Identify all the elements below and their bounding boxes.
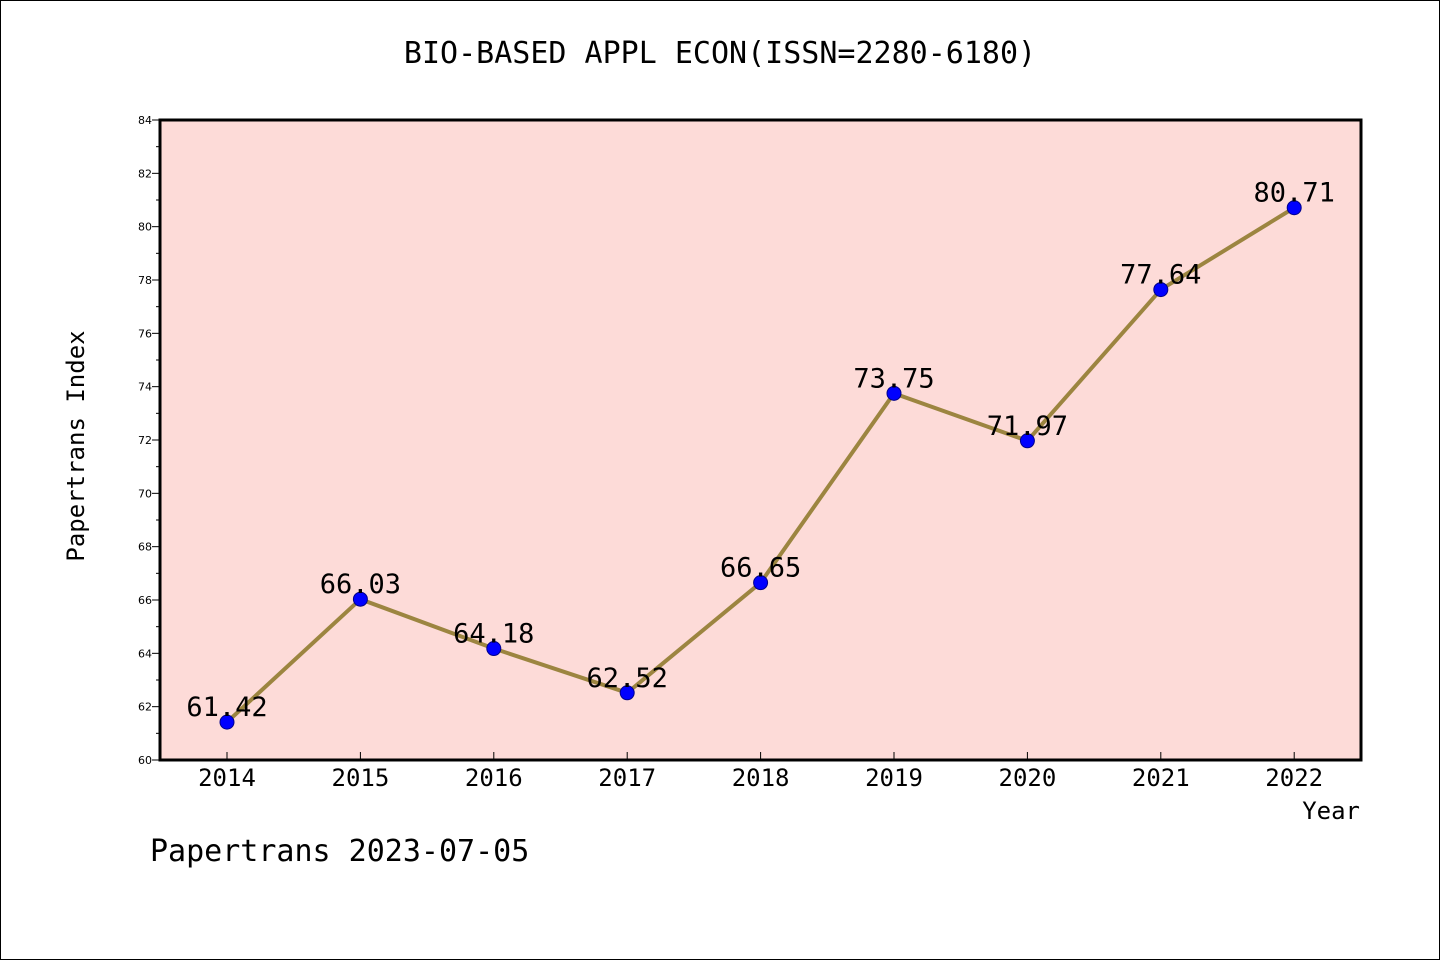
data-point	[1153, 282, 1169, 298]
data-label: 71.97	[987, 411, 1068, 442]
data-point	[753, 575, 769, 591]
data-label: 77.64	[1120, 260, 1201, 291]
x-axis-label: Year	[1302, 797, 1360, 825]
y-axis: 60 62 64 66 68 70 72 74 76 78 80 82 84	[138, 114, 160, 767]
y-tick-label: 60	[138, 754, 152, 767]
x-tick-label: 2019	[865, 764, 923, 792]
y-tick-label: 80	[138, 221, 152, 234]
data-point	[886, 385, 902, 401]
y-tick-label: 66	[138, 594, 152, 607]
y-axis-label: Papertrans Index	[62, 330, 90, 562]
data-point	[486, 641, 502, 657]
y-tick-label: 74	[138, 381, 152, 394]
data-point	[619, 685, 635, 701]
data-point	[1019, 433, 1035, 449]
y-tick-label: 64	[138, 647, 152, 660]
x-axis: 2014 2015 2016 2017 2018 2019 2020 2021 2022	[198, 752, 1323, 792]
chart-title: BIO-BASED APPL ECON(ISSN=2280-6180)	[403, 36, 1037, 71]
plot-area	[160, 120, 1361, 760]
data-label: 62.52	[587, 663, 668, 694]
y-tick-label: 70	[138, 487, 152, 500]
x-tick-label: 2018	[732, 764, 790, 792]
series-markers	[219, 200, 1302, 730]
y-tick-label: 72	[138, 434, 152, 447]
y-tick-label: 78	[138, 274, 152, 287]
data-label: 64.18	[453, 619, 534, 650]
x-tick-label: 2021	[1132, 764, 1190, 792]
y-tick-label: 62	[138, 701, 152, 714]
data-label: 66.65	[720, 553, 801, 584]
x-tick-label: 2022	[1265, 764, 1323, 792]
footer-note: Papertrans 2023-07-05	[150, 834, 530, 869]
y-tick-label: 76	[138, 327, 152, 340]
plot-border	[158, 118, 1363, 762]
y-tick-label: 84	[138, 114, 152, 127]
data-point	[352, 591, 368, 607]
x-tick-label: 2015	[332, 764, 390, 792]
y-tick-label: 82	[138, 167, 152, 180]
data-point	[1286, 200, 1302, 216]
x-tick-label: 2014	[198, 764, 256, 792]
data-label: 80.71	[1254, 178, 1335, 209]
data-label: 61.42	[186, 692, 267, 723]
y-tick-label: 68	[138, 541, 152, 554]
data-label: 73.75	[853, 363, 934, 394]
data-labels: 61.42 66.03 64.18 62.52 66.65 73.75 71.97 77.64…	[186, 178, 1334, 723]
data-point	[219, 714, 235, 730]
data-label: 66.03	[320, 569, 401, 600]
x-tick-label: 2020	[999, 764, 1057, 792]
x-tick-label: 2017	[598, 764, 656, 792]
x-tick-label: 2016	[465, 764, 523, 792]
